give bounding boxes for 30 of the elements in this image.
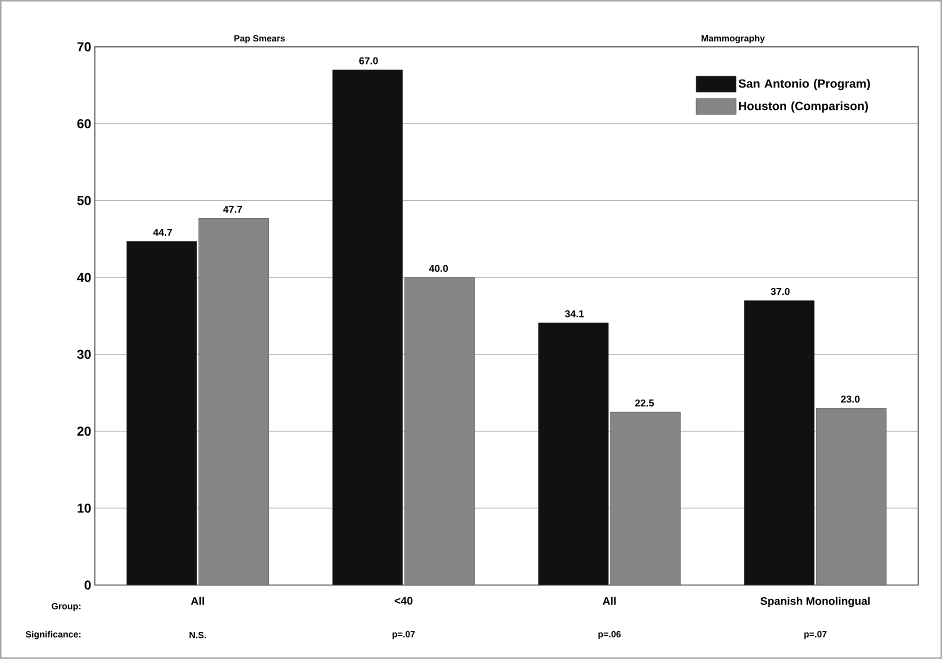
x-tick-label: Spanish Monolingual xyxy=(760,596,870,608)
data-label: 23.0 xyxy=(840,396,860,403)
data-label: 22.5 xyxy=(635,400,654,407)
legend-label: Houston (Comparison) xyxy=(739,102,868,113)
x-tick-label: <40 xyxy=(394,596,412,605)
x-tick-label: All xyxy=(602,596,616,605)
legend-label: San Antonio (Program) xyxy=(738,79,870,90)
y-tick-label: 30 xyxy=(77,350,91,360)
text: Mammography xyxy=(702,34,765,44)
text: Significance: xyxy=(26,630,80,640)
text: Pap Smears xyxy=(234,35,285,44)
text: p=.07 xyxy=(392,631,415,640)
y-tick-label: 40 xyxy=(77,272,91,282)
data-label: 37.0 xyxy=(770,288,790,296)
y-tick-label: 70 xyxy=(77,42,91,52)
y-tick-label: 0 xyxy=(84,580,91,590)
y-tick-label: 50 xyxy=(77,196,91,206)
x-axis-title: Group: xyxy=(52,603,80,612)
data-label: 67.0 xyxy=(359,57,378,64)
data-label: 40.0 xyxy=(429,264,448,272)
x-tick-label: All xyxy=(190,596,204,605)
y-tick-label: 20 xyxy=(77,426,91,436)
y-tick-label: 60 xyxy=(77,119,91,128)
y-tick-label: 10 xyxy=(78,504,91,513)
text: p=.06 xyxy=(598,631,621,640)
data-label: 34.1 xyxy=(564,310,584,318)
data-label: 47.7 xyxy=(223,206,242,213)
text: p=.07 xyxy=(804,631,827,640)
text: N.S. xyxy=(190,632,206,638)
data-label: 44.7 xyxy=(153,229,172,236)
